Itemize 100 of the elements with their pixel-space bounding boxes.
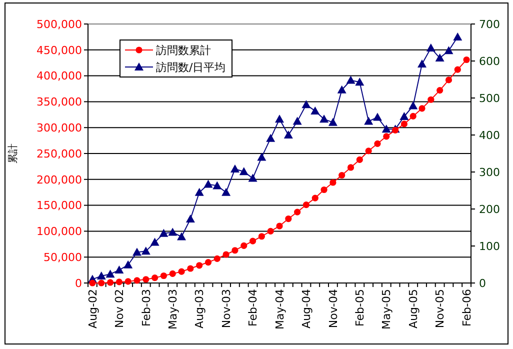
point <box>374 140 381 147</box>
point <box>168 228 178 236</box>
y2-tick-label: 600 <box>479 54 500 68</box>
x-tick-label: Aug-03 <box>193 289 206 328</box>
point <box>134 277 140 284</box>
point <box>355 78 364 86</box>
point <box>410 112 416 120</box>
y-tick-label: 0 <box>75 276 82 290</box>
point <box>114 266 124 274</box>
point <box>445 76 452 84</box>
point <box>383 133 390 140</box>
point <box>142 276 150 283</box>
point <box>428 96 434 103</box>
y-tick-label: 350,000 <box>36 96 82 109</box>
point <box>267 228 274 234</box>
point <box>356 156 363 164</box>
point <box>196 262 203 269</box>
point <box>96 271 106 280</box>
point <box>194 188 204 196</box>
point <box>330 179 336 186</box>
point <box>249 238 256 244</box>
point <box>152 274 158 282</box>
point <box>338 172 346 179</box>
y-tick-label: 300,000 <box>36 121 82 134</box>
point <box>258 233 265 240</box>
point <box>292 116 302 125</box>
point <box>106 270 115 278</box>
x-tick-label: Nov 02 <box>113 289 126 328</box>
point <box>346 76 356 84</box>
x-tick-label: Feb-05 <box>354 289 367 326</box>
point <box>98 280 105 286</box>
legend-label: 訪問数/日平均 <box>156 60 226 74</box>
y-tick-label: 50,000 <box>44 250 82 264</box>
point <box>382 124 391 133</box>
x-tick-label: Nov-03 <box>220 289 233 328</box>
y2-tick-label: 200 <box>479 202 500 216</box>
point <box>435 54 444 62</box>
x-tick-label: Feb-06 <box>460 289 474 326</box>
point <box>426 44 436 52</box>
x-tick-label: Aug-04 <box>300 289 314 328</box>
point <box>239 167 248 176</box>
point <box>186 214 195 222</box>
point <box>204 180 213 188</box>
x-tick-label: Nov-04 <box>326 289 340 328</box>
point <box>320 114 329 123</box>
point <box>453 32 462 40</box>
point <box>347 164 354 171</box>
point <box>187 265 194 272</box>
point <box>222 251 230 258</box>
point <box>400 112 409 120</box>
point <box>364 116 374 125</box>
y2-tick-label: 0 <box>479 276 486 290</box>
point <box>302 100 311 108</box>
point <box>302 201 310 208</box>
point <box>169 270 176 277</box>
point <box>400 120 408 128</box>
point <box>159 228 168 237</box>
point <box>310 106 320 114</box>
point <box>365 148 372 154</box>
x-tick-label: Nov-05 <box>434 289 447 328</box>
y-tick-label: 200,000 <box>36 173 82 186</box>
point <box>418 59 427 68</box>
y-tick-label: 400,000 <box>36 70 82 83</box>
y2-tick-label: 300 <box>479 166 500 179</box>
y-tick-label: 150,000 <box>36 199 82 212</box>
point <box>320 186 328 194</box>
x-tick-label: Aug-05 <box>406 289 420 328</box>
point <box>266 134 276 142</box>
point <box>214 255 220 262</box>
x-tick-label: Aug-02 <box>86 289 100 328</box>
point <box>285 215 292 222</box>
point <box>248 174 258 182</box>
y-tick-label: 500,000 <box>36 18 82 31</box>
point <box>212 181 222 190</box>
point <box>408 101 418 110</box>
x-tick-label: May-04 <box>273 289 286 330</box>
y2-tick-label: 700 <box>479 18 500 31</box>
point <box>372 112 382 121</box>
point <box>284 130 293 138</box>
point <box>436 87 444 94</box>
point <box>106 279 114 286</box>
point <box>312 194 318 202</box>
point <box>454 66 461 73</box>
point <box>328 118 338 126</box>
point <box>116 278 122 286</box>
y2-tick-label: 500 <box>479 92 500 105</box>
point <box>294 208 301 216</box>
y2-tick-label: 100 <box>479 240 500 253</box>
point <box>257 152 266 161</box>
point <box>463 56 470 64</box>
point <box>178 268 185 275</box>
point <box>124 278 132 285</box>
y-tick-label: 450,000 <box>36 44 82 57</box>
x-tick-label: Feb-03 <box>140 289 153 326</box>
y-axis-title: 累計 <box>7 144 19 164</box>
point <box>160 272 168 280</box>
point <box>177 232 186 240</box>
point <box>337 85 346 94</box>
point <box>132 248 142 256</box>
y2-tick-label: 400 <box>479 128 500 142</box>
